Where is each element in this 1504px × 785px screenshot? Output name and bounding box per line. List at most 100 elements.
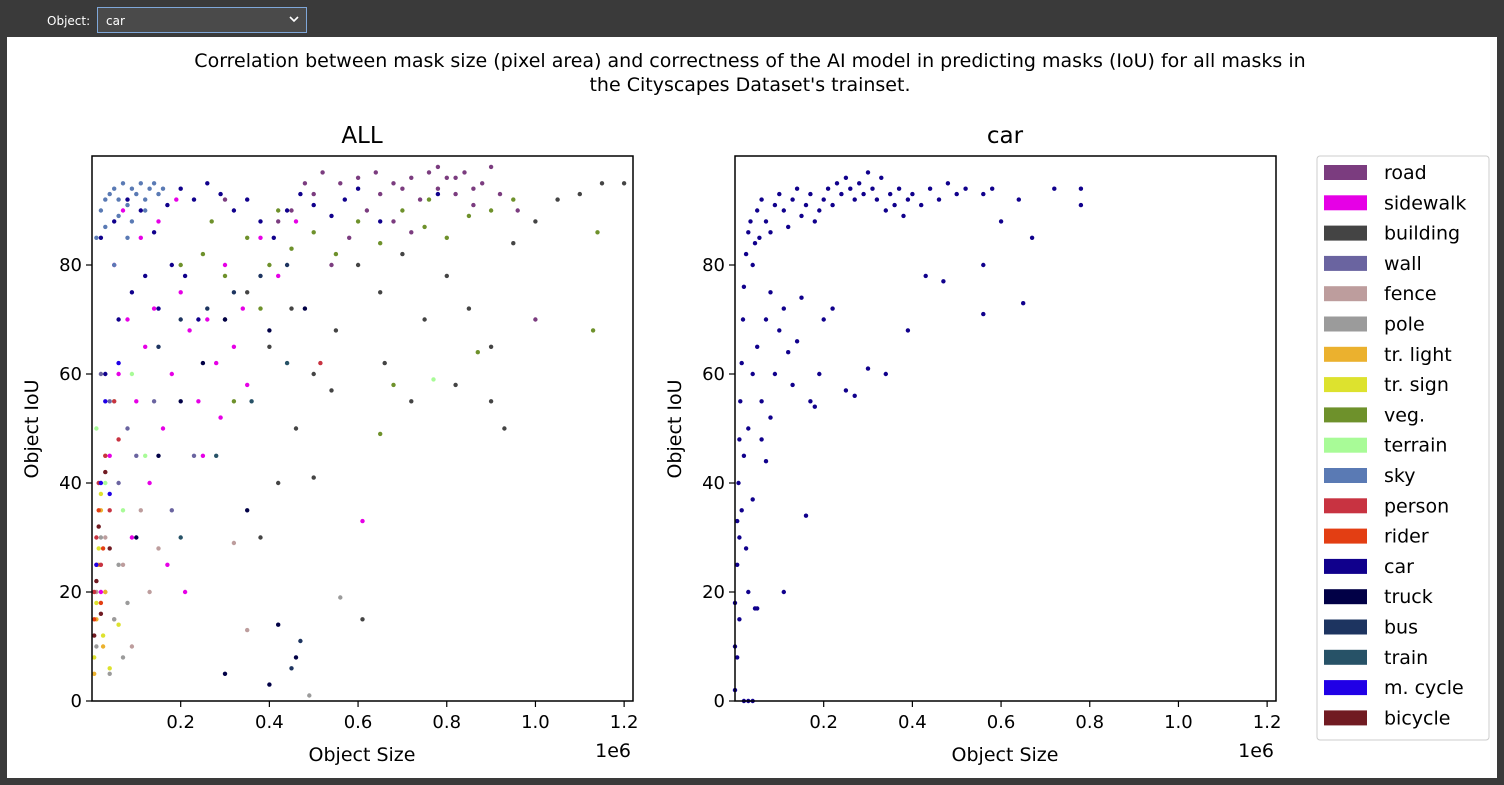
chart-all-point-car (103, 371, 108, 377)
chart-all-point-building (289, 306, 294, 311)
chart-all-point-truck (156, 453, 161, 458)
chart-all-point-veg- (245, 235, 250, 240)
legend-entry-label: m. cycle (1384, 677, 1464, 699)
object-select[interactable]: car (97, 7, 307, 33)
chart-all-point-road (378, 191, 383, 197)
chart-car-point-car (750, 371, 755, 377)
chart-all-point-pole (98, 535, 104, 540)
chart-all-point-car (218, 191, 223, 197)
chart-all-point-building (488, 344, 494, 349)
chart-all-point-road (426, 170, 432, 175)
chart-all-point-road (453, 191, 458, 197)
chart-all-point-fence (245, 627, 250, 633)
legend-entry-label: tr. sign (1384, 374, 1449, 396)
chart-all-point-sidewalk (147, 480, 152, 486)
chart-all-x-tick-label: 1.0 (521, 712, 550, 733)
chart-car-x-tick-label: 1.2 (1253, 712, 1282, 733)
chart-all-x-ticks: 0.2 0.4 0.6 0.8 1.0 1.2 (166, 701, 638, 733)
chart-all-point-building (333, 328, 339, 333)
chart-car-point-car (1078, 202, 1084, 208)
chart-car-point-car (777, 191, 782, 197)
chart-car-point-car (848, 186, 853, 191)
chart-car-point-car (759, 399, 764, 404)
chart-car-y-tick-label: 40 (702, 473, 725, 494)
chart-all-point-sidewalk (156, 219, 161, 224)
chart-car-point-car (781, 208, 786, 213)
chart-all-point-pole (116, 562, 121, 567)
chart-all-point-sidewalk (174, 197, 179, 202)
chart-all-point-veg- (231, 399, 237, 404)
chart-car-point-car (741, 453, 747, 458)
chart-car-point-car (923, 273, 928, 279)
chart-all-point-building (453, 382, 458, 388)
chart-all-point-sky (103, 224, 108, 230)
chart-all-point-veg- (355, 219, 361, 224)
chart-car-point-car (954, 191, 959, 197)
chart-all-point-sidewalk (169, 371, 174, 377)
chart-car-point-car (743, 546, 749, 551)
chart-car-point-car (927, 186, 933, 191)
chart-all-point-road (329, 262, 334, 268)
chart-car-point-car (781, 306, 786, 311)
chart-all-point-sidewalk (214, 360, 219, 366)
chart-car-point-car (735, 518, 740, 524)
chart-all-point-sky (120, 181, 126, 186)
chart-car-point-car (737, 535, 742, 540)
chart-car-point-car (817, 208, 822, 213)
chart-car-point-car (843, 175, 849, 180)
chart-all-point-building (533, 219, 538, 224)
chart-all-point-car (378, 219, 383, 224)
legend-entry-label: car (1384, 556, 1414, 578)
chart-all-point-sidewalk (143, 344, 148, 349)
chart-all-point-building (621, 181, 627, 186)
chart-all-point-wall (125, 426, 130, 431)
legend-swatch (1324, 498, 1367, 514)
chart-all-point-truck (245, 508, 250, 513)
chart-all-y-tick-label: 0 (71, 691, 82, 712)
chart-car-y-tick-label: 20 (702, 582, 725, 603)
chart-car-point-car (755, 208, 760, 213)
legend-entry-label: building (1384, 223, 1460, 245)
legend-entry-label: tr. light (1384, 344, 1452, 366)
chart-car-point-car (857, 181, 862, 186)
chart-all-point-sidewalk (245, 382, 250, 388)
chart-car-point-car (808, 399, 813, 404)
chart-car-y-tick-label: 0 (714, 691, 725, 712)
chart-car-point-car (777, 328, 782, 333)
chart-car-x-tick-label: 0.4 (898, 712, 927, 733)
chart-all-point-terrain (431, 377, 436, 382)
chart-all-point-building (378, 290, 383, 295)
chart-all-point-veg- (209, 219, 214, 224)
chart-all-point-pole (307, 693, 312, 698)
chart-all-point-bus (205, 306, 210, 311)
chart-car-point-car (883, 208, 888, 213)
chart-car-point-car (910, 191, 915, 197)
legend-entry-label: rider (1384, 526, 1429, 548)
chart-all-point-m-cycle (107, 491, 112, 497)
chart-all-point-road (471, 186, 476, 191)
chart-all-point-veg- (400, 208, 405, 213)
chart-car-point-car (794, 186, 800, 191)
chart-car-point-car (879, 175, 884, 180)
chart-all-point-tr-sign (92, 655, 97, 660)
chart-all-point-car (271, 235, 276, 240)
chart-all-point-veg- (200, 251, 206, 257)
figure-suptitle-line2: the Cityscapes Dataset's trainset. (589, 74, 910, 96)
chart-car-point-car (738, 399, 743, 404)
chart-car-point-car (763, 317, 769, 322)
chart-all-point-road (409, 230, 414, 235)
chart-car-point-car (772, 202, 778, 208)
chart-all-point-car (435, 191, 441, 197)
chart-all-point-sky (151, 181, 157, 186)
chart-all-x-tick-label: 0.2 (166, 712, 195, 733)
chart-all-point-fence (231, 540, 237, 546)
chart-car-xlabel: Object Size (952, 744, 1059, 766)
chart-all-point-wall (169, 508, 174, 513)
chart-all-point-sidewalk (231, 344, 237, 349)
chart-car-point-car (740, 317, 746, 322)
chart-all-point-wall (107, 399, 112, 404)
chart-all-point-truck (200, 360, 206, 366)
chart-all-point-sky (94, 235, 99, 240)
chart-car-point-car (768, 290, 773, 295)
chart-all-y-tick-label: 80 (59, 255, 82, 276)
